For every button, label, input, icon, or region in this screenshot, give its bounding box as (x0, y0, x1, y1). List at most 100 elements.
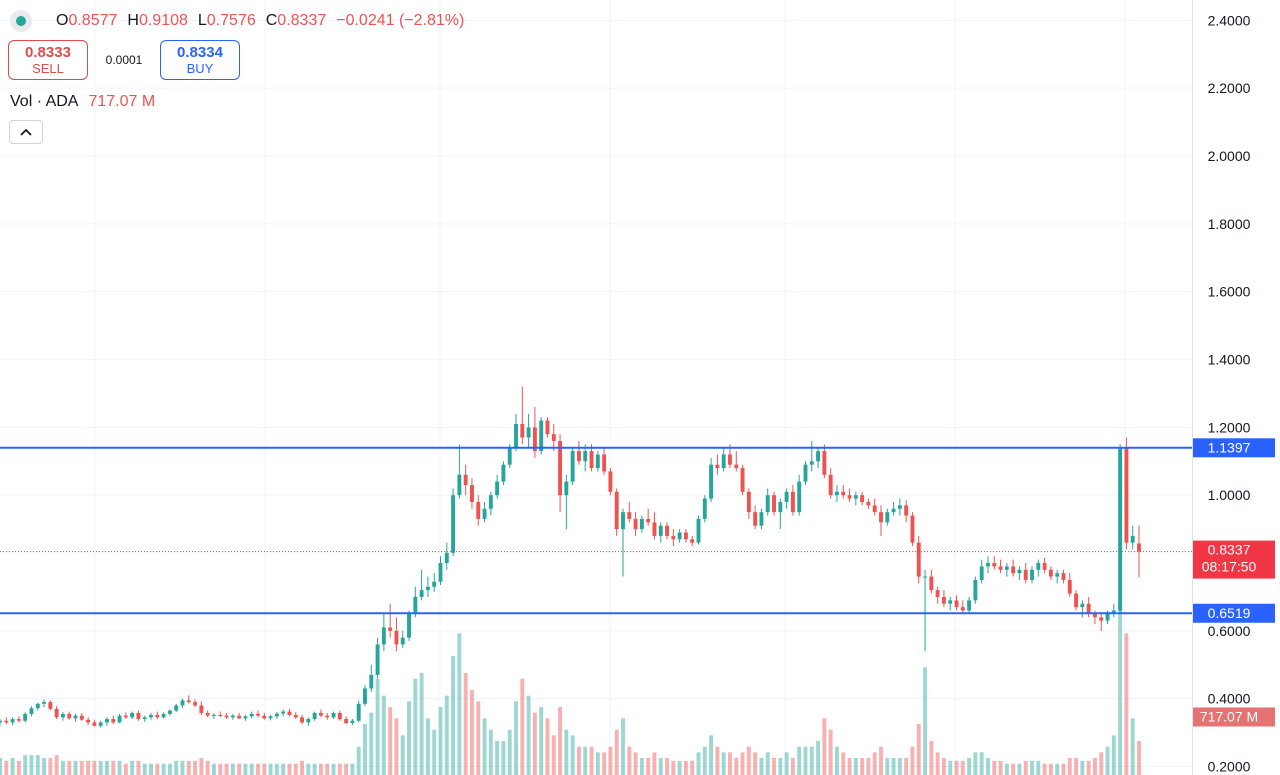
volume-bar (860, 758, 865, 775)
volume-bar (696, 752, 701, 775)
volume-bar (48, 758, 53, 775)
candle-body (419, 590, 424, 597)
candle-body (268, 716, 273, 719)
volume-bar (337, 763, 342, 775)
volume-bar (633, 752, 638, 775)
volume-bar (243, 763, 248, 775)
volume-bar (237, 763, 242, 775)
volume-bar (841, 752, 846, 775)
volume-tag-text: 717.07 M (1200, 709, 1258, 725)
volume-bar (772, 758, 776, 775)
candle-body (10, 719, 15, 723)
price-tick-label: 2.4000 (1208, 12, 1251, 28)
buy-button[interactable]: 0.8334 BUY (160, 40, 240, 80)
volume-bar (1137, 741, 1141, 775)
candle-body (1118, 447, 1123, 611)
volume-bar (1023, 760, 1028, 775)
current-price-tag-text: 0.8337 (1208, 542, 1251, 558)
status-dot-icon[interactable] (10, 10, 32, 32)
volume-legend[interactable]: Vol · ADA 717.07 M (10, 93, 155, 111)
candle-body (155, 714, 160, 718)
candle-body (715, 464, 720, 469)
level-price-tag[interactable]: 0.6519 (1193, 603, 1275, 623)
volume-bar (872, 752, 877, 775)
volume-bar (161, 763, 166, 775)
candle-body (570, 451, 575, 482)
volume-bar (42, 758, 47, 775)
volume-tag[interactable]: 717.07 M (1193, 707, 1275, 727)
candle-body (929, 576, 934, 591)
volume-bar (98, 760, 103, 775)
volume-bar (507, 729, 512, 775)
change-value: −0.0241 (−2.81%) (336, 12, 465, 29)
candle-body (671, 535, 676, 540)
candle-body (136, 712, 141, 720)
candle-body (381, 627, 386, 645)
volume-bar (325, 763, 330, 775)
candle-body (105, 719, 109, 723)
volume-bar (413, 678, 418, 775)
volume-bar (621, 718, 625, 775)
volume-bar (715, 746, 720, 775)
volume-bar (356, 746, 361, 775)
candle-body (860, 495, 865, 502)
candle-body (765, 495, 770, 513)
candle-body (677, 532, 682, 540)
candle-body (470, 485, 474, 502)
candle-body (885, 512, 890, 523)
level-lines[interactable] (0, 446, 1192, 615)
volume-bar (954, 760, 959, 775)
volume-bar (973, 752, 978, 775)
candle-body (1105, 613, 1110, 621)
candle-body (633, 518, 638, 530)
volume-bar (230, 763, 235, 775)
level-price-tag[interactable]: 1.1397 (1193, 438, 1275, 458)
volume-bar (205, 760, 210, 775)
candle-body (916, 542, 921, 577)
volume-bar (910, 746, 915, 775)
candle-body (809, 461, 814, 465)
candle-body (1011, 566, 1016, 574)
volume-bar (526, 695, 531, 775)
volume-bar (293, 763, 298, 775)
volume-bar (904, 758, 909, 775)
volume-bar (482, 718, 487, 775)
volume-bar (388, 707, 393, 775)
candle-body (941, 596, 946, 604)
volume-bar (86, 760, 91, 775)
candle-body (1030, 569, 1034, 580)
sell-button[interactable]: 0.8333 SELL (8, 40, 88, 80)
candle-body (576, 451, 581, 462)
volume-bar (734, 758, 739, 775)
price-tick-label: 0.6000 (1208, 623, 1251, 639)
high-value: 0.9108 (138, 12, 188, 29)
volume-bar (809, 746, 814, 775)
candle-body (501, 464, 506, 482)
trade-panel: 0.8333 SELL 0.0001 0.8334 BUY (8, 40, 240, 80)
volume-bar (73, 760, 78, 775)
volume-bar (79, 760, 84, 775)
candle-body (608, 471, 613, 492)
candle-body (1048, 569, 1053, 577)
buy-label: BUY (186, 61, 214, 76)
chevron-up-icon[interactable] (9, 120, 43, 144)
candle-body (79, 715, 84, 720)
candle-body (457, 474, 462, 496)
volume-bar (0, 758, 2, 775)
price-axis[interactable]: 2.4000 2.2000 2.0000 1.8000 1.6000 1.4000 1.20… (1192, 0, 1276, 775)
candle-body (161, 713, 166, 718)
volume-bar (539, 707, 544, 775)
volume-bar (979, 752, 984, 775)
volume-bar (419, 673, 424, 775)
volume-bar (558, 707, 563, 775)
candle-body (262, 715, 267, 719)
volume-bar (614, 729, 619, 775)
volume-bar (1011, 763, 1016, 775)
volume-bar (1124, 633, 1129, 775)
candle-body (602, 454, 607, 472)
candle-body (407, 613, 411, 638)
volume-bar (23, 755, 28, 775)
volume-bar (665, 758, 669, 775)
